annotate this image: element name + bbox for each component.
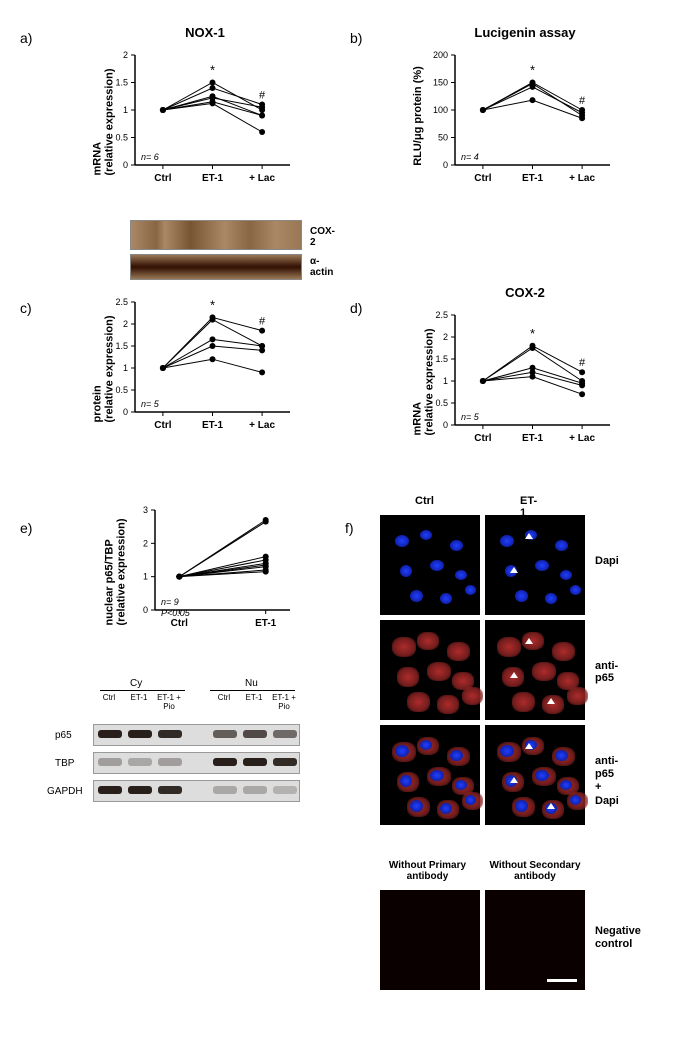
f-neg-col1: Without Primaryantibody <box>375 860 480 882</box>
svg-text:Ctrl: Ctrl <box>171 618 188 629</box>
svg-text:0.5: 0.5 <box>115 133 128 143</box>
svg-text:ET-1: ET-1 <box>522 173 544 184</box>
svg-text:n= 9: n= 9 <box>161 597 179 607</box>
svg-text:2: 2 <box>443 332 448 342</box>
svg-text:150: 150 <box>433 78 448 88</box>
svg-text:200: 200 <box>433 50 448 60</box>
blot-col-label: Ctrl <box>210 694 238 703</box>
svg-text:n= 6: n= 6 <box>141 152 159 162</box>
gapdh-label: GAPDH <box>47 786 83 797</box>
svg-text:ET-1: ET-1 <box>202 420 224 431</box>
f-row-p65: anti-p65 <box>595 660 618 684</box>
f-neg-col2: Without Secondaryantibody <box>480 860 590 882</box>
svg-text:n= 5: n= 5 <box>141 399 160 409</box>
panel-b-label: b) <box>350 30 362 46</box>
svg-text:ET-1: ET-1 <box>522 433 544 444</box>
panel-b-title: Lucigenin assay <box>420 25 630 40</box>
svg-text:Ctrl: Ctrl <box>474 433 491 444</box>
blot-col-label: ET-1 <box>240 694 268 703</box>
svg-text:0: 0 <box>143 605 148 615</box>
svg-text:0: 0 <box>443 160 448 170</box>
svg-text:ET-1: ET-1 <box>255 618 277 629</box>
svg-text:2: 2 <box>143 538 148 548</box>
gapdh-blot <box>93 780 300 802</box>
svg-text:100: 100 <box>433 105 448 115</box>
svg-text:1: 1 <box>443 376 448 386</box>
svg-text:*: * <box>530 326 535 341</box>
panel-a-label: a) <box>20 30 32 46</box>
svg-text:0: 0 <box>123 407 128 417</box>
f-row-merge: anti-p65+Dapi <box>595 755 619 808</box>
svg-text:0: 0 <box>123 160 128 170</box>
panel-d-label: d) <box>350 300 362 316</box>
svg-text:1.5: 1.5 <box>115 341 128 351</box>
svg-text:*: * <box>530 63 535 78</box>
tbp-blot <box>93 752 300 774</box>
svg-text:ET-1: ET-1 <box>202 173 224 184</box>
svg-text:0: 0 <box>443 420 448 430</box>
microscopy-image <box>485 620 585 720</box>
cox2-blot <box>130 220 302 250</box>
actin-blot <box>130 254 302 280</box>
svg-text:*: * <box>210 297 215 312</box>
svg-text:1: 1 <box>123 363 128 373</box>
svg-text:2.5: 2.5 <box>115 297 128 307</box>
nu-label: Nu <box>245 678 258 689</box>
microscopy-image <box>380 620 480 720</box>
microscopy-image <box>380 515 480 615</box>
microscopy-image <box>485 515 585 615</box>
svg-text:3: 3 <box>143 505 148 515</box>
svg-text:2.5: 2.5 <box>435 310 448 320</box>
actin-blot-label: α-actin <box>310 256 333 278</box>
svg-text:n= 5: n= 5 <box>461 412 480 422</box>
svg-text:Ctrl: Ctrl <box>154 420 171 431</box>
svg-text:+ Lac: + Lac <box>249 420 275 431</box>
panel-c-label: c) <box>20 300 32 316</box>
svg-text:0.5: 0.5 <box>115 385 128 395</box>
panel-a-title: NOX-1 <box>100 25 310 40</box>
cox2-blot-label: COX-2 <box>310 226 335 248</box>
panel-d-title: COX-2 <box>420 285 630 300</box>
blot-col-label: Ctrl <box>95 694 123 703</box>
svg-text:Ctrl: Ctrl <box>154 173 171 184</box>
svg-text:1: 1 <box>143 572 148 582</box>
svg-text:1.5: 1.5 <box>435 354 448 364</box>
p65-blot <box>93 724 300 746</box>
svg-text:+ Lac: + Lac <box>569 433 595 444</box>
svg-text:1.5: 1.5 <box>115 78 128 88</box>
microscopy-image <box>485 725 585 825</box>
scale-bar <box>547 979 577 982</box>
svg-text:#: # <box>579 357 586 369</box>
svg-text:50: 50 <box>438 133 448 143</box>
microscopy-image <box>380 725 480 825</box>
f-col-ctrl: Ctrl <box>415 495 434 507</box>
blot-col-label: ET-1 +Pio <box>155 694 183 712</box>
svg-text:*: * <box>210 63 215 78</box>
f-row-dapi: Dapi <box>595 555 619 567</box>
blot-col-label: ET-1 +Pio <box>270 694 298 712</box>
svg-text:+ Lac: + Lac <box>249 173 275 184</box>
svg-text:#: # <box>579 95 586 107</box>
svg-text:n= 4: n= 4 <box>461 152 479 162</box>
f-row-neg: Negativecontrol <box>595 925 641 951</box>
p65-label: p65 <box>55 730 72 741</box>
negative-control-image <box>485 890 585 990</box>
panel-f-label: f) <box>345 520 354 536</box>
svg-text:#: # <box>259 90 266 102</box>
cy-label: Cy <box>130 678 142 689</box>
blot-col-label: ET-1 <box>125 694 153 703</box>
svg-text:#: # <box>259 316 266 328</box>
svg-text:P<0.05: P<0.05 <box>161 608 191 618</box>
svg-text:0.5: 0.5 <box>435 398 448 408</box>
svg-text:+ Lac: + Lac <box>569 173 595 184</box>
svg-text:2: 2 <box>123 319 128 329</box>
svg-text:Ctrl: Ctrl <box>474 173 491 184</box>
svg-text:2: 2 <box>123 50 128 60</box>
negative-control-image <box>380 890 480 990</box>
tbp-label: TBP <box>55 758 74 769</box>
svg-text:1: 1 <box>123 105 128 115</box>
panel-e-label: e) <box>20 520 32 536</box>
